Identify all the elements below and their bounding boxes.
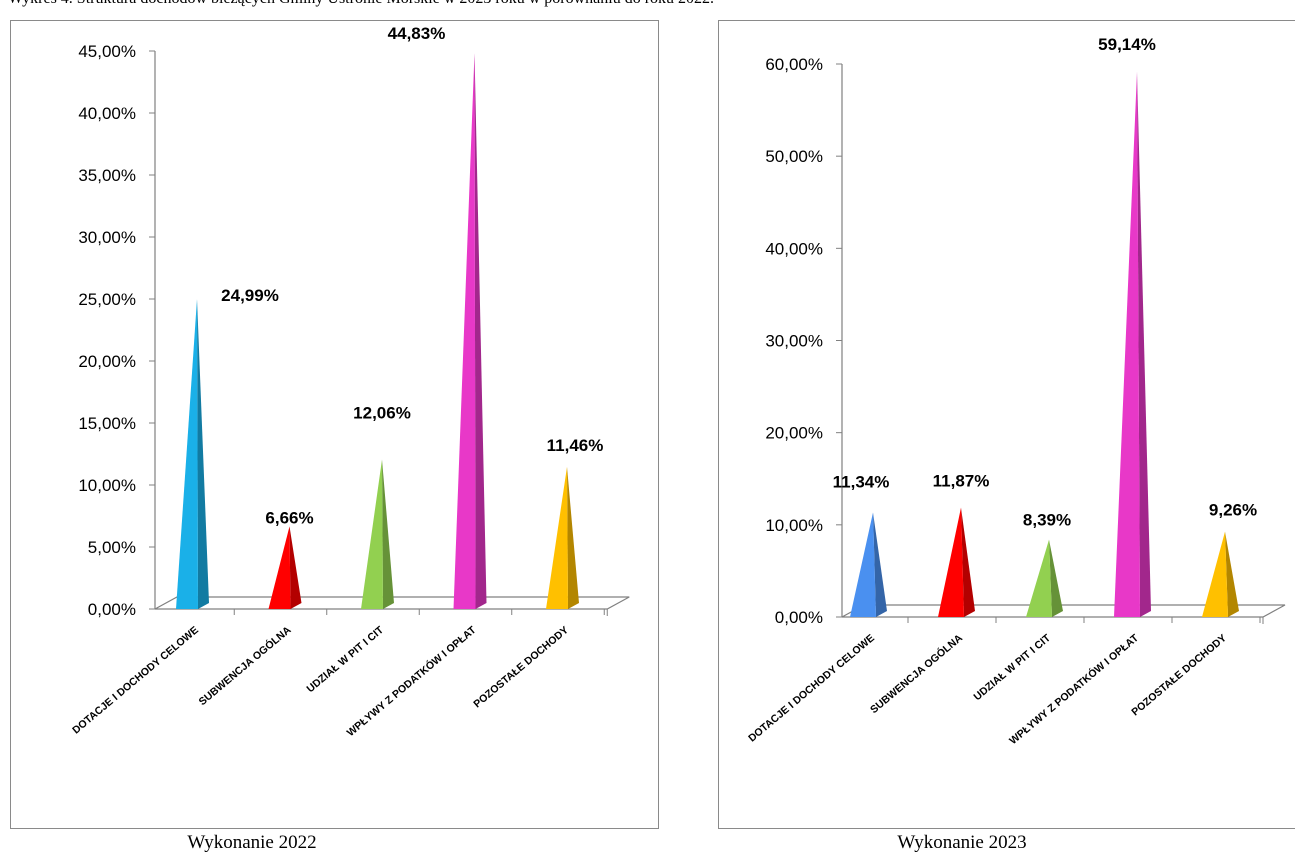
bar	[938, 507, 964, 617]
y-tick-label: 30,00%	[78, 228, 136, 247]
x-category-label: DOTACJE I DOCHODY CELOWE	[746, 632, 877, 744]
y-tick-label: 50,00%	[765, 147, 823, 166]
bar-side	[1137, 71, 1151, 617]
bar	[268, 526, 291, 609]
bar-side	[1225, 531, 1239, 617]
data-label: 12,06%	[353, 403, 411, 422]
bar-side	[197, 299, 209, 609]
bar	[176, 299, 198, 609]
data-label: 11,34%	[833, 472, 890, 491]
chart-frame-2022	[10, 20, 659, 829]
y-tick-label: 25,00%	[78, 290, 136, 309]
x-category-label: POZOSTAŁE DOCHODY	[1129, 632, 1229, 718]
y-tick-label: 5,00%	[88, 538, 136, 557]
bar-side	[382, 459, 394, 609]
data-label: 11,87%	[933, 472, 990, 491]
bar	[1202, 531, 1228, 617]
data-label: 11,46%	[547, 436, 604, 455]
x-category-label: UDZIAŁ W PIT I CIT	[971, 632, 1053, 703]
y-tick-label: 10,00%	[765, 516, 823, 535]
x-category-label: POZOSTAŁE DOCHODY	[471, 624, 571, 710]
bar-side	[961, 507, 975, 617]
y-tick-label: 60,00%	[765, 55, 823, 74]
chart-caption-2022: Wykonanie 2022	[187, 832, 317, 853]
y-tick-label: 45,00%	[78, 42, 136, 61]
bar	[850, 512, 876, 617]
y-tick-label: 15,00%	[78, 414, 136, 433]
data-label: 44,83%	[388, 24, 446, 43]
y-tick-label: 40,00%	[78, 104, 136, 123]
data-label: 6,66%	[265, 508, 313, 527]
y-tick-label: 30,00%	[765, 332, 823, 351]
y-tick-label: 35,00%	[78, 166, 136, 185]
bar	[1026, 539, 1052, 617]
chart-frame-2023	[718, 20, 1295, 829]
bar-side	[873, 512, 887, 617]
x-category-label: DOTACJE I DOCHODY CELOWE	[70, 624, 201, 736]
data-label: 8,39%	[1023, 511, 1071, 530]
bar-side	[567, 466, 579, 609]
bar	[453, 53, 476, 609]
data-label: 9,26%	[1209, 501, 1257, 520]
bar-side	[289, 526, 302, 609]
bar-side	[474, 53, 487, 609]
data-label: 59,14%	[1098, 35, 1156, 54]
bar-side	[1049, 539, 1063, 617]
bar	[1114, 71, 1140, 617]
chart-caption-2023: Wykonanie 2023	[897, 832, 1027, 853]
bar	[361, 459, 383, 609]
y-tick-label: 0,00%	[775, 608, 823, 627]
y-tick-label: 20,00%	[78, 352, 136, 371]
page-title: Wykres 4. Struktura dochodów bieżących G…	[8, 0, 714, 8]
y-tick-label: 40,00%	[765, 239, 823, 258]
bar	[546, 466, 568, 609]
y-tick-label: 10,00%	[78, 476, 136, 495]
x-category-label: SUBWENCJA OGÓLNA	[867, 631, 965, 716]
y-tick-label: 20,00%	[765, 424, 823, 443]
y-tick-label: 0,00%	[88, 600, 136, 619]
data-label: 24,99%	[221, 286, 279, 305]
x-category-label: SUBWENCJA OGÓLNA	[196, 623, 294, 708]
x-category-label: UDZIAŁ W PIT I CIT	[304, 624, 386, 695]
